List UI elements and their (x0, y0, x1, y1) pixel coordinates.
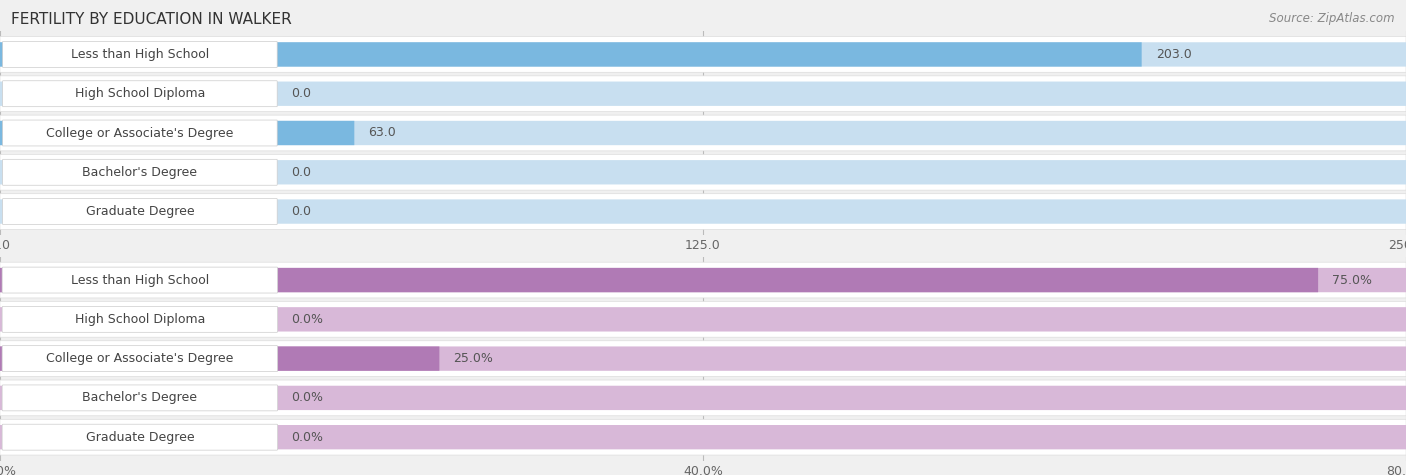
FancyBboxPatch shape (0, 82, 1406, 106)
Text: 203.0: 203.0 (1156, 48, 1191, 61)
FancyBboxPatch shape (3, 306, 278, 332)
FancyBboxPatch shape (0, 42, 1406, 66)
FancyBboxPatch shape (0, 76, 1406, 112)
Text: High School Diploma: High School Diploma (75, 87, 205, 100)
FancyBboxPatch shape (3, 424, 278, 450)
FancyBboxPatch shape (0, 341, 1406, 377)
FancyBboxPatch shape (0, 268, 1319, 292)
FancyBboxPatch shape (3, 199, 277, 225)
FancyBboxPatch shape (0, 194, 1406, 229)
FancyBboxPatch shape (0, 262, 1406, 298)
Text: Graduate Degree: Graduate Degree (86, 205, 194, 218)
Text: Graduate Degree: Graduate Degree (86, 431, 194, 444)
FancyBboxPatch shape (0, 268, 1406, 292)
FancyBboxPatch shape (0, 200, 1406, 224)
Text: Less than High School: Less than High School (70, 48, 209, 61)
FancyBboxPatch shape (3, 41, 277, 67)
Text: Bachelor's Degree: Bachelor's Degree (83, 166, 197, 179)
FancyBboxPatch shape (0, 307, 1406, 332)
Text: College or Associate's Degree: College or Associate's Degree (46, 352, 233, 365)
Text: 0.0%: 0.0% (291, 313, 323, 326)
FancyBboxPatch shape (0, 42, 1142, 66)
FancyBboxPatch shape (0, 346, 439, 371)
FancyBboxPatch shape (0, 160, 1406, 184)
Text: 0.0: 0.0 (291, 205, 311, 218)
FancyBboxPatch shape (0, 425, 1406, 449)
FancyBboxPatch shape (0, 121, 1406, 145)
FancyBboxPatch shape (0, 419, 1406, 455)
FancyBboxPatch shape (3, 267, 278, 293)
Text: High School Diploma: High School Diploma (75, 313, 205, 326)
Text: Source: ZipAtlas.com: Source: ZipAtlas.com (1270, 12, 1395, 25)
FancyBboxPatch shape (0, 154, 1406, 190)
FancyBboxPatch shape (0, 380, 1406, 416)
FancyBboxPatch shape (3, 81, 277, 107)
Text: 63.0: 63.0 (368, 126, 396, 140)
FancyBboxPatch shape (0, 115, 1406, 151)
FancyBboxPatch shape (3, 385, 278, 411)
FancyBboxPatch shape (3, 346, 278, 371)
Text: Bachelor's Degree: Bachelor's Degree (83, 391, 197, 404)
Text: Less than High School: Less than High School (70, 274, 209, 286)
Text: 25.0%: 25.0% (453, 352, 494, 365)
FancyBboxPatch shape (3, 120, 277, 146)
Text: College or Associate's Degree: College or Associate's Degree (46, 126, 233, 140)
Text: 75.0%: 75.0% (1333, 274, 1372, 286)
FancyBboxPatch shape (0, 346, 1406, 371)
Text: 0.0: 0.0 (291, 87, 311, 100)
Text: FERTILITY BY EDUCATION IN WALKER: FERTILITY BY EDUCATION IN WALKER (11, 12, 292, 27)
FancyBboxPatch shape (0, 121, 354, 145)
Text: 0.0%: 0.0% (291, 391, 323, 404)
Text: 0.0: 0.0 (291, 166, 311, 179)
Text: 0.0%: 0.0% (291, 431, 323, 444)
FancyBboxPatch shape (0, 302, 1406, 337)
FancyBboxPatch shape (0, 386, 1406, 410)
FancyBboxPatch shape (0, 37, 1406, 72)
FancyBboxPatch shape (3, 159, 277, 185)
